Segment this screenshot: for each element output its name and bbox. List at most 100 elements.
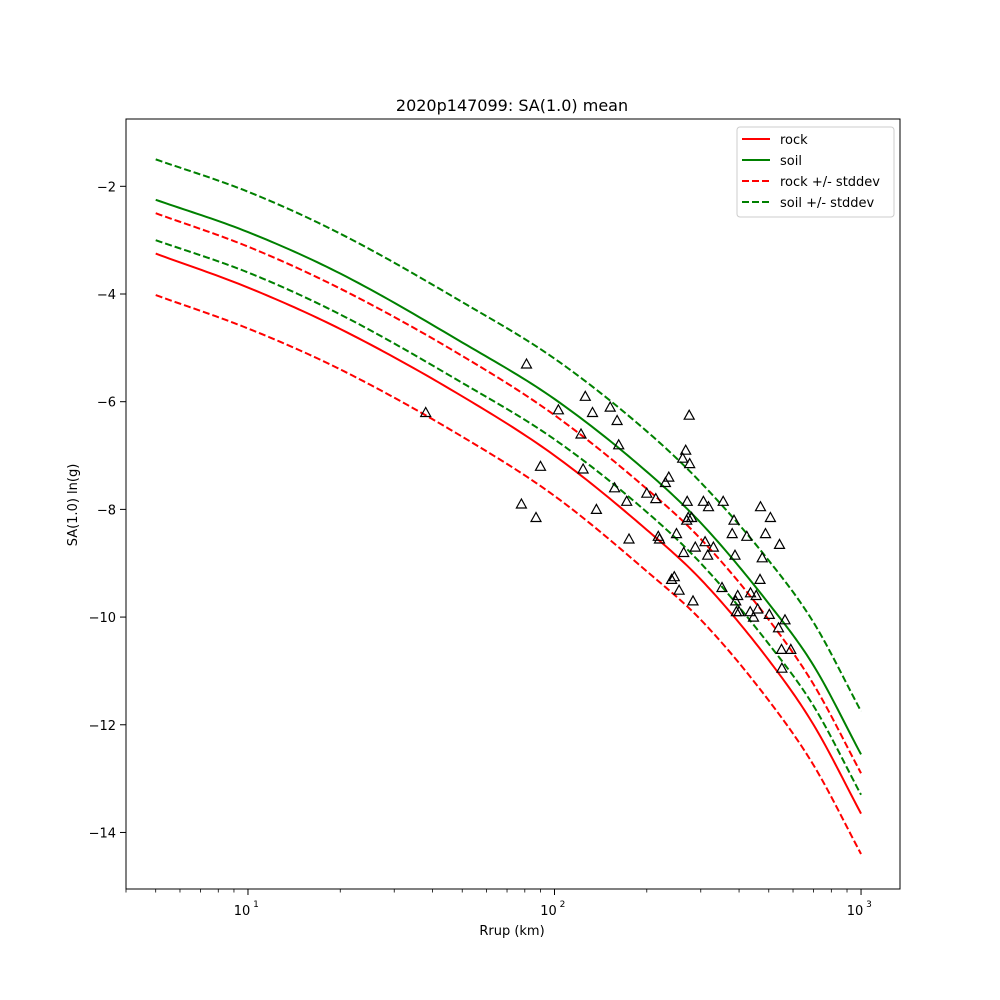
series-line-rock-upper xyxy=(155,212,862,774)
legend-label: rock +/- stddev xyxy=(780,175,880,190)
station-marker xyxy=(649,492,662,504)
x-tick-exponent: 2 xyxy=(560,900,566,910)
station-marker xyxy=(653,532,666,544)
x-tick-label: 10 xyxy=(540,904,557,919)
station-marker xyxy=(729,594,742,606)
y-tick-label: −8 xyxy=(97,503,116,518)
station-marker xyxy=(784,643,797,655)
station-marker xyxy=(717,495,730,506)
plot-markers xyxy=(419,357,797,673)
station-marker xyxy=(754,500,767,512)
station-marker xyxy=(689,540,702,552)
y-tick-label: −12 xyxy=(89,719,116,734)
station-marker xyxy=(529,511,543,523)
station-marker xyxy=(683,457,696,469)
station-marker xyxy=(726,527,739,539)
x-tick-label: 10 xyxy=(234,904,251,919)
x-axis-title: Rrup (km) xyxy=(479,924,544,939)
x-axis: 10 1 10 2 10 3 xyxy=(125,889,872,919)
legend-box xyxy=(736,126,895,218)
station-marker xyxy=(620,495,633,506)
station-marker xyxy=(699,535,712,547)
station-marker xyxy=(552,403,565,415)
y-tick-label: −2 xyxy=(97,180,116,195)
y-tick-label: −14 xyxy=(89,826,116,841)
x-tick-exponent: 3 xyxy=(866,900,872,910)
station-marker xyxy=(753,573,767,585)
station-marker xyxy=(773,538,786,550)
station-marker xyxy=(750,589,763,601)
station-marker xyxy=(681,495,694,506)
series-line-soil-lower xyxy=(155,239,862,796)
station-marker xyxy=(772,621,785,633)
y-tick-label: −4 xyxy=(97,288,116,303)
station-marker xyxy=(686,594,700,606)
station-marker xyxy=(756,551,769,563)
station-marker xyxy=(665,573,678,585)
station-marker xyxy=(727,513,741,525)
station-marker xyxy=(668,570,681,582)
station-marker xyxy=(520,357,533,369)
station-marker xyxy=(775,661,788,673)
station-marker xyxy=(775,643,788,655)
station-marker xyxy=(622,532,636,544)
legend-label: soil xyxy=(780,154,802,169)
y-axis-title: SA(1.0) ln(g) xyxy=(66,464,81,547)
station-marker xyxy=(590,503,603,515)
station-marker xyxy=(778,613,792,625)
station-marker xyxy=(707,540,720,552)
station-marker xyxy=(685,511,698,523)
legend: rock soil rock +/- stddev soil +/- stddev xyxy=(736,126,895,218)
series-line-rock-lower xyxy=(155,294,862,855)
station-marker xyxy=(744,605,757,617)
plot-frame xyxy=(125,118,901,890)
station-marker xyxy=(733,605,746,617)
station-marker xyxy=(574,427,588,439)
series-line-rock xyxy=(155,252,862,815)
station-marker xyxy=(744,586,757,598)
station-marker xyxy=(731,589,744,601)
station-marker xyxy=(679,443,692,455)
station-marker xyxy=(763,608,776,620)
station-marker xyxy=(701,548,714,560)
x-tick-exponent: 1 xyxy=(253,900,259,910)
plot-lines xyxy=(155,158,862,855)
station-marker xyxy=(759,527,772,539)
station-marker xyxy=(612,438,625,450)
station-marker xyxy=(419,406,432,418)
y-tick-label: −6 xyxy=(97,396,116,411)
station-marker xyxy=(659,476,672,488)
station-marker xyxy=(764,511,777,523)
station-marker xyxy=(677,546,690,558)
station-marker xyxy=(676,451,689,463)
station-marker xyxy=(515,497,528,509)
y-axis: −14 −12 −10 −8 −6 −4 −2 xyxy=(89,180,126,841)
station-marker xyxy=(586,406,599,418)
station-marker xyxy=(715,581,729,593)
y-tick-label: −10 xyxy=(89,611,116,626)
chart-title: 2020p147099: SA(1.0) mean xyxy=(396,96,628,115)
station-marker xyxy=(662,470,675,482)
station-marker xyxy=(604,400,617,412)
station-marker xyxy=(747,610,760,622)
legend-label: soil +/- stddev xyxy=(780,196,875,211)
station-marker xyxy=(683,408,696,420)
station-marker xyxy=(670,527,683,539)
station-marker xyxy=(579,390,592,401)
series-line-soil-upper xyxy=(155,158,862,712)
x-tick-label: 10 xyxy=(847,904,864,919)
station-marker xyxy=(608,481,621,493)
station-marker xyxy=(728,548,742,560)
station-marker xyxy=(640,486,653,498)
station-marker xyxy=(751,602,764,614)
station-marker xyxy=(697,495,710,506)
station-marker xyxy=(534,460,547,471)
station-marker xyxy=(577,462,590,474)
station-marker xyxy=(740,530,753,541)
station-marker xyxy=(611,414,624,426)
series-line-soil xyxy=(155,198,862,755)
legend-label: rock xyxy=(780,133,808,148)
station-marker xyxy=(702,500,715,512)
station-marker xyxy=(673,583,686,595)
